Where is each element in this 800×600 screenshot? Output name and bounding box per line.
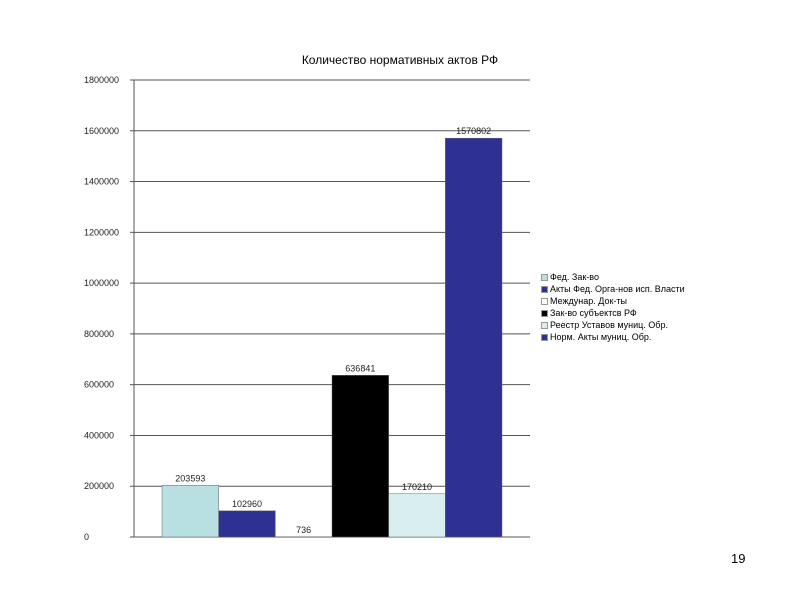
data-label: 102960 (232, 499, 262, 509)
legend-swatch (541, 297, 548, 305)
y-tick-label: 400000 (84, 430, 114, 440)
bar (331, 375, 389, 538)
y-tick-label: 1200000 (84, 227, 119, 237)
y-tick-label: 1000000 (84, 278, 119, 288)
bars (161, 137, 503, 538)
bar (388, 493, 446, 538)
legend-label: Реестр Уставов муниц. Обр. (550, 320, 668, 330)
legend-item: Фед. Зак-во (541, 271, 685, 283)
legend-item: Зак-во субъектсв РФ (541, 307, 685, 319)
legend-label: Междунар. Док-ты (550, 296, 627, 306)
bar (161, 485, 219, 538)
legend-item: Междунар. Док-ты (541, 295, 685, 307)
bar (275, 536, 333, 538)
legend-label: Норм. Акты муниц. Обр. (550, 332, 652, 342)
legend-item: Акты Фед. Орга-нов исп. Власти (541, 283, 685, 295)
y-tick-label: 1600000 (84, 126, 119, 136)
legend-item: Реестр Уставов муниц. Обр. (541, 319, 685, 331)
y-tick-label: 800000 (84, 329, 114, 339)
y-tick-label: 1400000 (84, 177, 119, 187)
data-label: 203593 (175, 473, 205, 483)
bar (218, 510, 276, 538)
legend-swatch (541, 309, 548, 317)
data-labels: 203593 102960 736 636841 170210 1570802 (175, 126, 491, 535)
legend-swatch (541, 273, 548, 281)
y-tick-label: 200000 (84, 481, 114, 491)
chart-title: Количество нормативных актов РФ (302, 53, 498, 67)
data-label: 1570802 (456, 126, 491, 136)
page-number: 19 (731, 551, 746, 566)
y-tick-label: 600000 (84, 380, 114, 390)
legend-swatch (541, 333, 548, 341)
bar (445, 137, 503, 538)
y-axis: 0 200000 400000 600000 800000 1000000 1200000 1… (84, 75, 135, 542)
legend-label: Акты Фед. Орга-нов исп. Власти (550, 284, 685, 294)
data-label: 636841 (345, 363, 375, 373)
legend-label: Фед. Зак-во (550, 272, 599, 282)
y-tick-label: 1800000 (84, 75, 119, 85)
legend-item: Норм. Акты муниц. Обр. (541, 331, 685, 343)
legend-label: Зак-во субъектсв РФ (550, 308, 637, 318)
data-label: 170210 (402, 482, 432, 492)
legend: Фед. Зак-во Акты Фед. Орга-нов исп. Власт… (541, 271, 685, 343)
data-label: 736 (296, 525, 311, 535)
legend-swatch (541, 285, 548, 293)
y-tick-label: 0 (84, 532, 89, 542)
legend-swatch (541, 321, 548, 329)
